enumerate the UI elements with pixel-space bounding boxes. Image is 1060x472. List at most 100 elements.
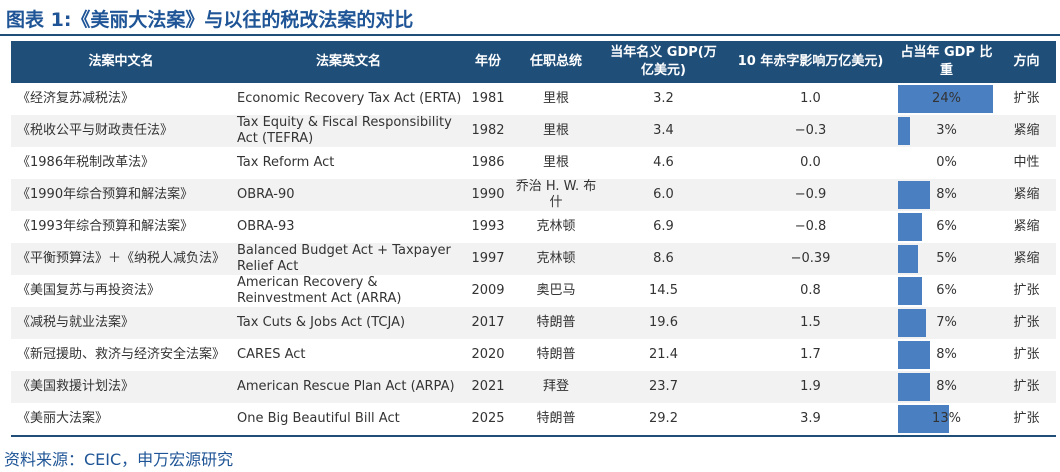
- cell-gdp-share: 7%: [896, 307, 997, 339]
- cell-president: 奥巴马: [536, 283, 576, 298]
- cell-cn-name: 《平衡预算法》＋《纳税人减负法》: [11, 243, 231, 275]
- cell-gdp: 6.0: [602, 179, 725, 211]
- table-row: 《1990年综合预算和解法案》 OBRA-90 1990 乔治 H. W. 布什 6.0…: [11, 179, 1056, 211]
- cell-president: 克林顿: [536, 219, 576, 234]
- cell-year: 2025: [466, 403, 510, 437]
- cell-en-name: Tax Equity & Fiscal Responsibility Act (…: [231, 115, 466, 147]
- cell-en-name: OBRA-93: [237, 219, 295, 234]
- title-rule: [0, 34, 1060, 36]
- cell-president: 拜登: [510, 371, 602, 403]
- figure-title: 图表 1:《美丽大法案》与以往的税改法案的对比: [6, 9, 414, 31]
- cell-deficit: 1.0: [800, 91, 821, 106]
- table-row: 《美丽大法案》 One Big Beautiful Bill Act 2025 特朗普…: [11, 403, 1056, 437]
- table-row: 《减税与就业法案》 Tax Cuts & Jobs Act (TCJA) 2017 特…: [11, 307, 1056, 339]
- cell-president: 乔治 H. W. 布什: [510, 179, 602, 211]
- table-row: 《美国救援计划法》 American Rescue Plan Act (ARPA)…: [11, 371, 1056, 403]
- cell-president: 特朗普: [510, 307, 602, 339]
- cell-en-name: CARES Act: [237, 347, 306, 362]
- cell-year: 2020: [471, 347, 505, 362]
- cell-cn-name: 《美丽大法案》: [11, 403, 231, 437]
- gdp-share-label: 5%: [936, 251, 957, 266]
- table-row: 《1993年综合预算和解法案》 OBRA-93 1993 克林顿 6.9 −0.8 6% 紧缩: [11, 211, 1056, 243]
- gdp-share-bar: [898, 181, 930, 209]
- header-deficit: 10 年赤字影响万亿美元): [725, 41, 896, 83]
- gdp-share-bar: [898, 405, 950, 433]
- cell-gdp-share: 0%: [896, 147, 997, 179]
- cell-direction: 紧缩: [997, 115, 1056, 147]
- cell-year: 2021: [466, 371, 510, 403]
- cell-gdp: 29.2: [602, 403, 725, 437]
- cell-direction: 扩张: [997, 403, 1056, 437]
- cell-en-name: American Rescue Plan Act (ARPA): [231, 371, 466, 403]
- cell-gdp-share: 24%: [896, 83, 997, 115]
- cell-en-name: One Big Beautiful Bill Act: [231, 403, 466, 437]
- gdp-share-label: 7%: [936, 315, 957, 330]
- cell-cn-name: 《美国复苏与再投资法》: [17, 283, 161, 298]
- cell-gdp-share: 3%: [896, 115, 997, 147]
- cell-en-name: Tax Reform Act: [237, 155, 335, 170]
- table-row: 《新冠援助、救济与经济安全法案》 CARES Act 2020 特朗普 21.4 1.7 8…: [11, 339, 1056, 371]
- cell-deficit: −0.8: [794, 219, 827, 234]
- table-header-row: 法案中文名 法案英文名 年份 任职总统 当年名义 GDP(万亿美元) 10 年赤…: [11, 41, 1056, 83]
- cell-direction: 紧缩: [1013, 219, 1040, 234]
- table-row: 《美国复苏与再投资法》 American Recovery & Reinvestm…: [11, 275, 1056, 307]
- cell-year: 1986: [471, 155, 505, 170]
- cell-gdp: 21.4: [649, 347, 678, 362]
- cell-president: 特朗普: [536, 347, 576, 362]
- cell-direction: 扩张: [997, 307, 1056, 339]
- cell-gdp-share: 6%: [896, 211, 997, 243]
- tax-reform-comparison-table: 法案中文名 法案英文名 年份 任职总统 当年名义 GDP(万亿美元) 10 年赤…: [11, 41, 1056, 437]
- cell-gdp-share: 5%: [896, 243, 997, 275]
- gdp-share-bar: [898, 309, 926, 337]
- cell-deficit: −0.9: [725, 179, 896, 211]
- header-year: 年份: [466, 41, 510, 83]
- cell-deficit: 0.0: [800, 155, 821, 170]
- gdp-share-bar: [898, 213, 922, 241]
- gdp-share-label: 8%: [936, 187, 957, 202]
- cell-gdp-share: 8%: [896, 371, 997, 403]
- table-row: 《平衡预算法》＋《纳税人减负法》 Balanced Budget Act + Ta…: [11, 243, 1056, 275]
- cell-president: 里根: [542, 91, 569, 106]
- cell-en-name: Balanced Budget Act + Taxpayer Relief Ac…: [231, 243, 466, 275]
- header-president: 任职总统: [510, 41, 602, 83]
- cell-cn-name: 《税收公平与财政责任法》: [11, 115, 231, 147]
- cell-cn-name: 《新冠援助、救济与经济安全法案》: [17, 347, 226, 362]
- cell-president: 里根: [542, 155, 569, 170]
- cell-deficit: 1.7: [800, 347, 821, 362]
- cell-gdp: 14.5: [649, 283, 678, 298]
- cell-direction: 扩张: [1013, 91, 1040, 106]
- gdp-share-bar: [898, 373, 930, 401]
- cell-cn-name: 《减税与就业法案》: [11, 307, 231, 339]
- cell-year: 1990: [466, 179, 510, 211]
- header-cn-name: 法案中文名: [11, 41, 231, 83]
- cell-year: 1997: [466, 243, 510, 275]
- cell-gdp-share: 8%: [896, 179, 997, 211]
- cell-cn-name: 《1986年税制改革法》: [17, 155, 155, 170]
- cell-deficit: 1.5: [725, 307, 896, 339]
- cell-deficit: 0.8: [800, 283, 821, 298]
- cell-gdp-share: 8%: [896, 339, 997, 371]
- gdp-share-bar: [898, 245, 918, 273]
- header-gdp: 当年名义 GDP(万亿美元): [602, 41, 725, 83]
- cell-gdp: 6.9: [653, 219, 674, 234]
- cell-en-name: Tax Cuts & Jobs Act (TCJA): [231, 307, 466, 339]
- cell-cn-name: 《美国救援计划法》: [11, 371, 231, 403]
- cell-en-name: American Recovery & Reinvestment Act (AR…: [237, 275, 402, 306]
- cell-year: 2009: [471, 283, 505, 298]
- gdp-share-label: 8%: [936, 379, 957, 394]
- cell-gdp: 19.6: [602, 307, 725, 339]
- cell-gdp: 23.7: [602, 371, 725, 403]
- gdp-share-label: 13%: [932, 411, 961, 426]
- cell-year: 1982: [466, 115, 510, 147]
- cell-direction: 扩张: [997, 371, 1056, 403]
- header-direction: 方向: [997, 41, 1056, 83]
- table-row: 《经济复苏减税法》 Economic Recovery Tax Act (ERTA…: [11, 83, 1056, 115]
- cell-gdp: 3.4: [602, 115, 725, 147]
- cell-deficit: −0.3: [725, 115, 896, 147]
- cell-deficit: −0.39: [725, 243, 896, 275]
- cell-gdp: 8.6: [602, 243, 725, 275]
- gdp-share-label: 6%: [936, 219, 957, 234]
- gdp-share-bar: [898, 341, 930, 369]
- gdp-share-bar: [898, 117, 910, 145]
- header-en-name: 法案英文名: [231, 41, 466, 83]
